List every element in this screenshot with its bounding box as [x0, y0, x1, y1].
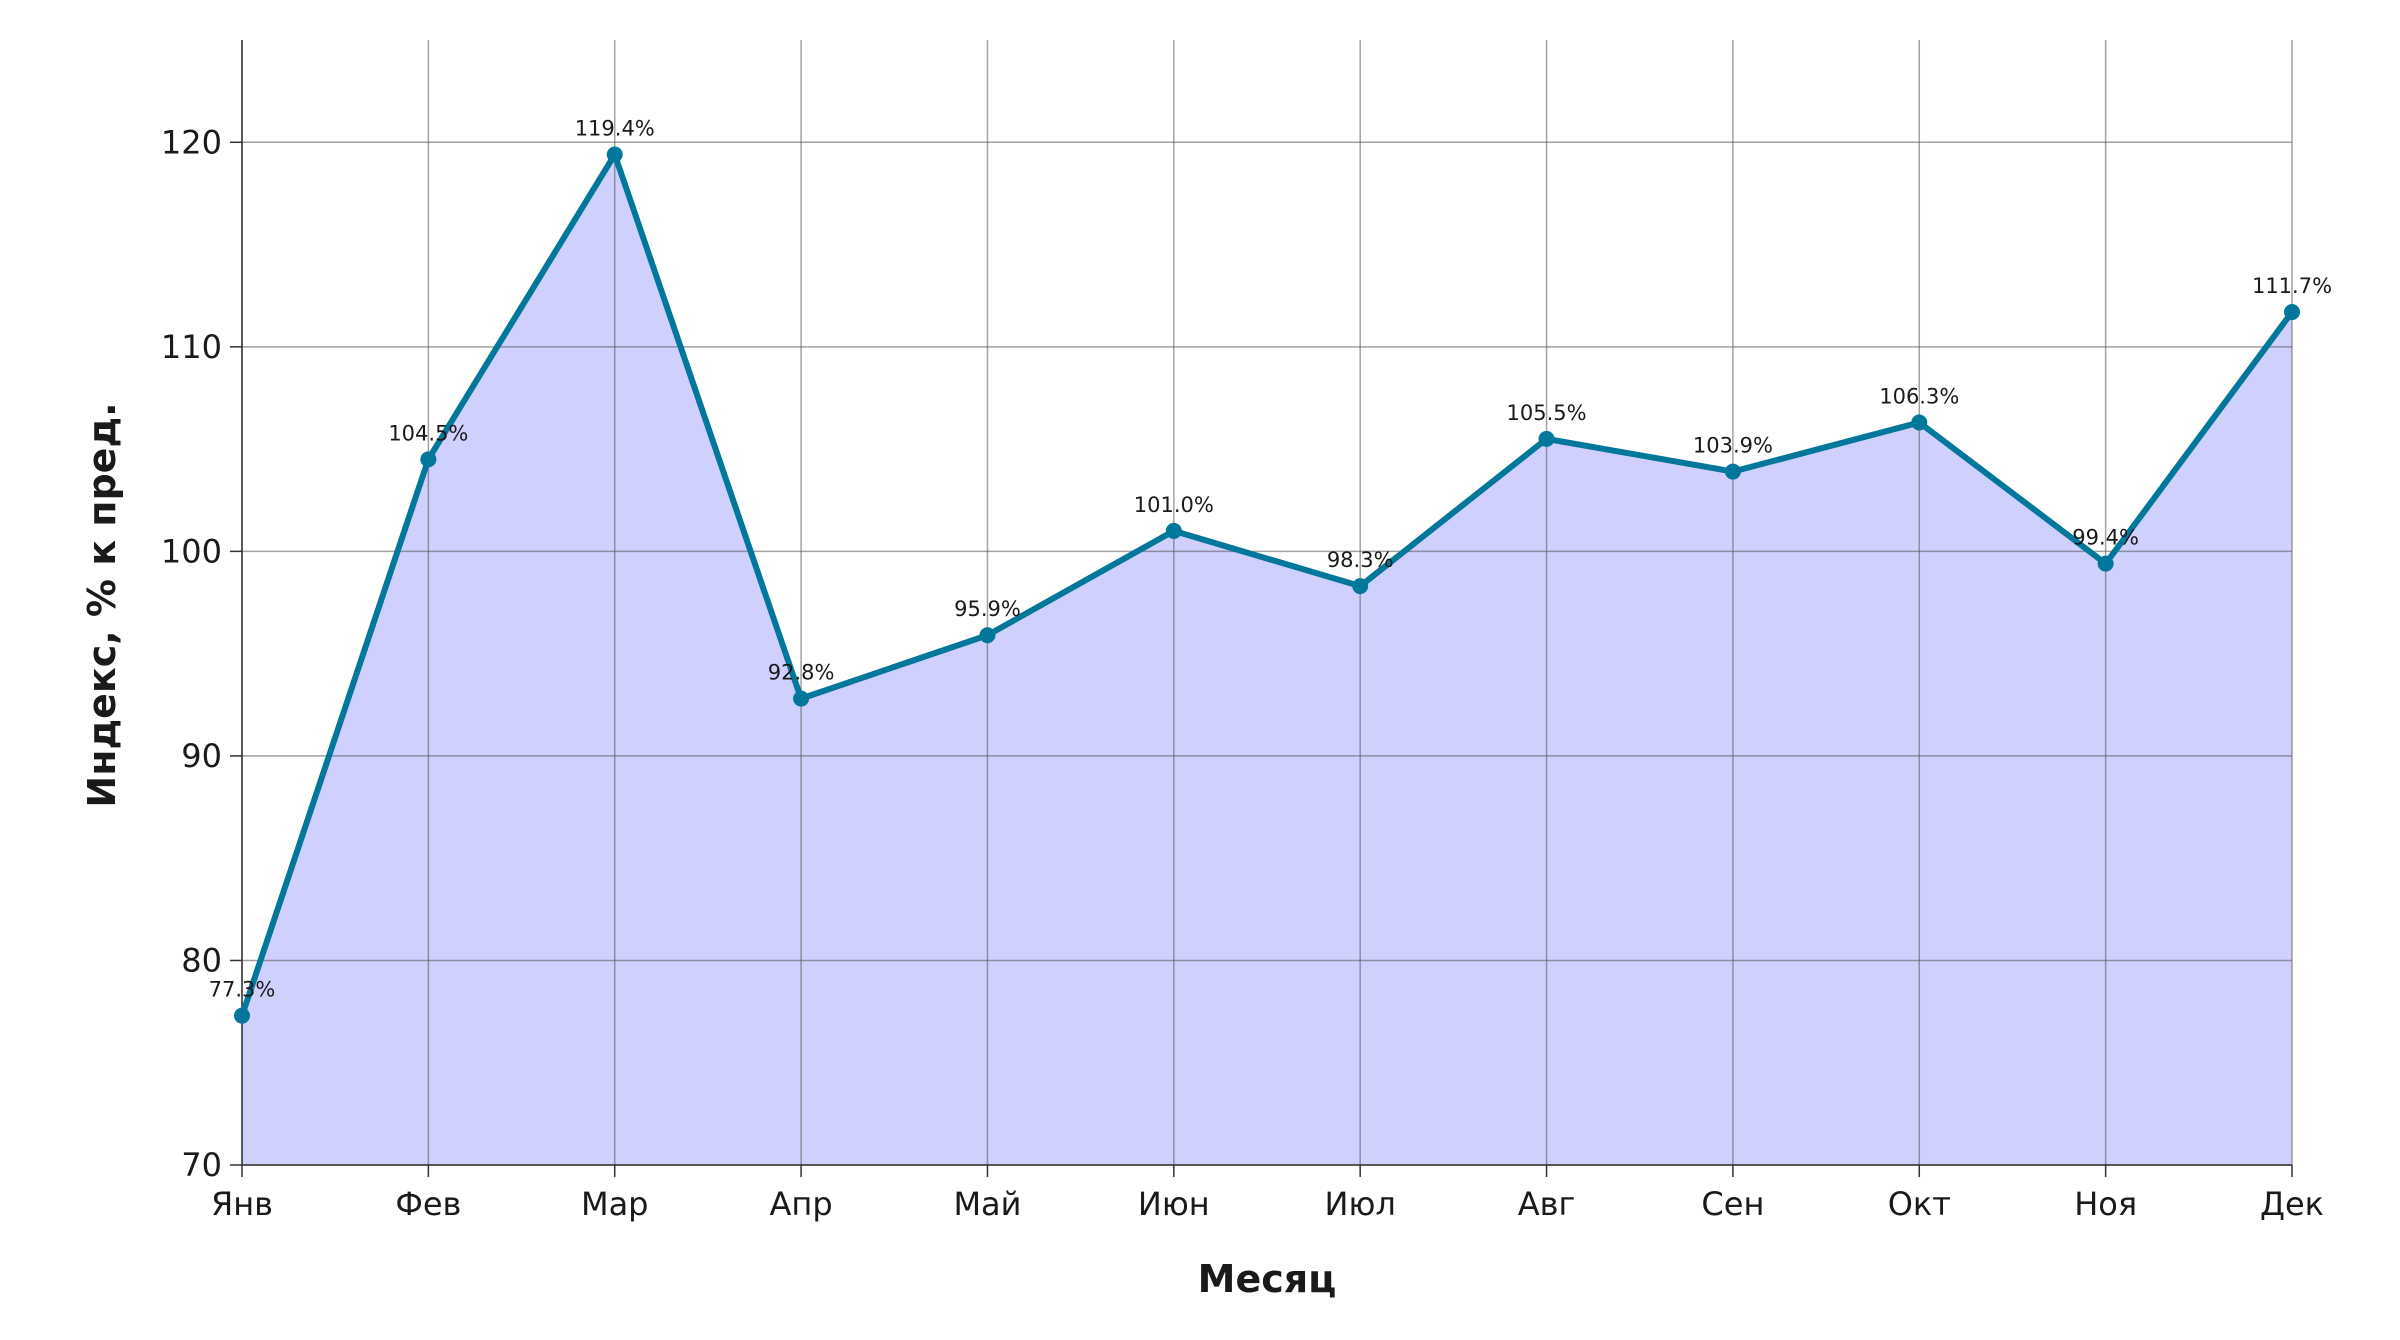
y-tick-label: 70 [181, 1146, 222, 1184]
data-label: 77.3% [209, 978, 276, 1002]
data-point [793, 690, 810, 707]
data-point [1538, 430, 1555, 447]
y-tick-label: 100 [161, 532, 222, 570]
data-point [1724, 463, 1741, 480]
x-tick-label: Ноя [2074, 1185, 2137, 1223]
data-point [2097, 555, 2114, 572]
y-axis-title: Индекс, % к пред. [80, 402, 124, 807]
x-tick-label: Сен [1701, 1185, 1764, 1223]
data-label: 105.5% [1507, 401, 1587, 425]
data-point [1911, 414, 1928, 431]
x-tick-label: Авг [1518, 1185, 1576, 1223]
x-tick-label: Июл [1325, 1185, 1396, 1223]
data-label: 119.4% [575, 117, 655, 141]
y-tick-label: 120 [161, 123, 222, 161]
data-point [1352, 578, 1369, 595]
x-tick-label: Мар [581, 1185, 649, 1223]
area-fill-layer [242, 154, 2292, 1165]
data-point [1165, 522, 1182, 539]
data-label: 111.7% [2252, 274, 2332, 298]
series-line [239, 151, 2295, 1019]
data-label: 106.3% [1879, 385, 1959, 409]
x-tick-label: Июн [1138, 1185, 1210, 1223]
x-tick-label: Дек [2260, 1185, 2324, 1223]
data-label: 104.5% [388, 421, 468, 445]
x-axis-title: Месяц [1198, 1257, 1337, 1301]
data-point [606, 146, 623, 163]
area-fill [242, 154, 2292, 1165]
y-tick-label: 90 [181, 737, 222, 775]
data-point [420, 451, 437, 468]
data-label: 95.9% [954, 597, 1021, 621]
x-tick-label: Окт [1888, 1185, 1951, 1223]
axis-layer: Янв Фев Мар Апр Май Июн Июл Авг Сен Окт Ноя Дек 70 80… [161, 40, 2324, 1223]
y-tick-label: 110 [161, 328, 222, 366]
data-point [234, 1007, 250, 1024]
data-label: 92.8% [768, 661, 835, 685]
data-label-layer: 77.3% 104.5% 119.4% 92.8% 95.9% 101.0% 98.3% 10… [209, 117, 2332, 1002]
data-point [2284, 304, 2300, 321]
y-tick-label: 80 [181, 941, 222, 979]
x-tick-label: Фев [395, 1185, 461, 1223]
data-label: 103.9% [1693, 434, 1773, 458]
data-point [979, 627, 996, 644]
data-label: 101.0% [1134, 493, 1214, 517]
x-tick-label: Апр [770, 1185, 833, 1223]
data-label: 99.4% [2072, 526, 2139, 550]
data-label: 98.3% [1327, 548, 1394, 572]
x-tick-label: Май [953, 1185, 1021, 1223]
x-tick-label: Янв [211, 1185, 273, 1223]
series-line-layer [234, 146, 2300, 1024]
